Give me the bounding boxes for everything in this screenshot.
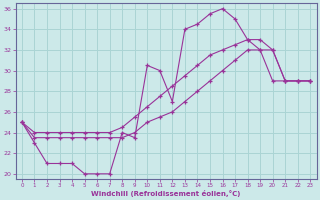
X-axis label: Windchill (Refroidissement éolien,°C): Windchill (Refroidissement éolien,°C) — [92, 190, 241, 197]
